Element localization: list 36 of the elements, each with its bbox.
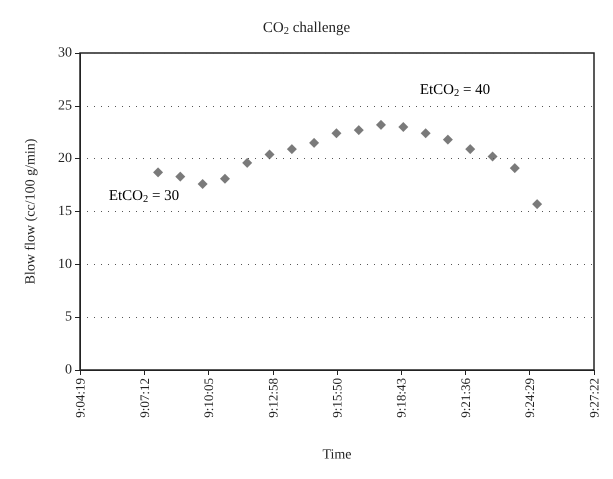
x-tick-label: 9:10:05 xyxy=(201,378,216,418)
y-tick-label: 15 xyxy=(58,204,72,219)
x-tick-label: 9:04:19 xyxy=(72,378,88,418)
point xyxy=(242,158,252,168)
point xyxy=(354,125,364,136)
y-tick-label: 30 xyxy=(58,46,72,60)
point xyxy=(264,149,275,160)
x-tick-label: 9:15:50 xyxy=(329,378,344,418)
x-tick-label: 9:18:43 xyxy=(394,378,409,418)
point xyxy=(442,134,453,145)
y-tick-label: 5 xyxy=(65,310,72,325)
point xyxy=(510,163,520,174)
point xyxy=(153,167,164,178)
y-tick-label: 20 xyxy=(58,151,72,166)
point xyxy=(331,128,342,138)
y-tick-label: 25 xyxy=(58,98,72,114)
point xyxy=(175,172,186,182)
point xyxy=(376,120,386,130)
y-tick-label: 10 xyxy=(58,256,72,272)
point xyxy=(309,138,320,148)
y-tick-label: 0 xyxy=(65,362,72,378)
point xyxy=(398,122,408,132)
point xyxy=(420,128,431,138)
point xyxy=(532,199,542,210)
point xyxy=(286,144,297,154)
x-tick-label: 9:12:58 xyxy=(265,378,280,418)
x-tick-label: 9:07:12 xyxy=(136,378,152,418)
x-tick-label: 9:27:22 xyxy=(586,378,602,418)
point xyxy=(488,152,498,162)
x-tick-label: 9:21:36 xyxy=(458,378,473,418)
x-tick-label: 9:24:29 xyxy=(522,378,538,418)
point xyxy=(220,174,230,184)
x-axis-title: Time xyxy=(322,448,352,462)
y-axis-title: Blow flow (cc/100 g/min) xyxy=(24,138,38,284)
point xyxy=(198,179,208,190)
point xyxy=(465,144,476,154)
